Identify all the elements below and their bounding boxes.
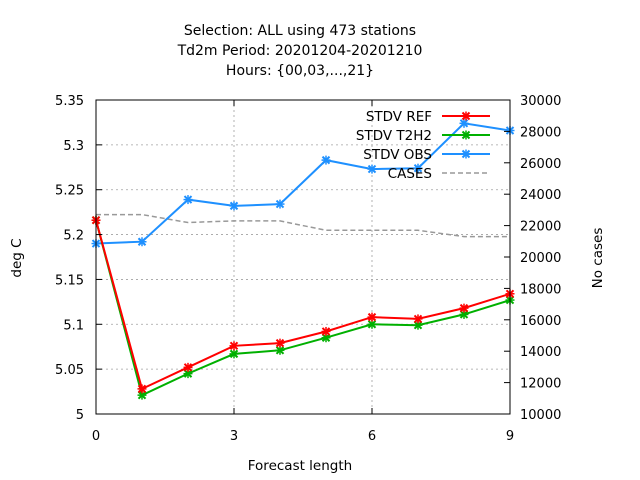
grid <box>96 100 510 414</box>
series-stdv-obs <box>91 118 515 249</box>
data-point-stdv-t2h2 <box>459 309 469 319</box>
data-point-stdv-obs <box>229 201 239 211</box>
y2-tick-label: 12000 <box>520 377 561 392</box>
data-point-stdv-obs <box>413 163 423 173</box>
x-tick-label: 0 <box>92 429 100 444</box>
legend-marker-stdv-obs <box>461 149 471 159</box>
legend-marker-stdv-t2h2 <box>461 130 471 140</box>
y2-tick-label: 14000 <box>520 345 561 360</box>
data-point-stdv-t2h2 <box>183 369 193 379</box>
y2-tick-label: 22000 <box>520 220 561 235</box>
legend-marker-stdv-ref <box>461 111 471 121</box>
tick-marks <box>95 99 511 415</box>
legend-label-stdv-t2h2: STDV T2H2 <box>356 128 432 144</box>
y2-axis-label: No cases <box>590 228 606 289</box>
data-point-stdv-ref <box>229 341 239 351</box>
y-tick-label: 5.05 <box>55 363 84 378</box>
y2-tick-label: 26000 <box>520 157 561 172</box>
legend-label-cases: CASES <box>388 166 432 182</box>
x-tick-label: 3 <box>230 429 238 444</box>
chart-title: Selection: ALL using 473 stations Td2m P… <box>177 23 423 79</box>
y-tick-label: 5.1 <box>63 318 84 333</box>
y-tick-label: 5.25 <box>55 184 84 199</box>
y2-tick-label: 28000 <box>520 125 561 140</box>
y-tick-label: 5.35 <box>55 94 84 109</box>
data-point-stdv-obs <box>183 195 193 205</box>
data-point-stdv-ref <box>275 338 285 348</box>
x-tick-label: 6 <box>368 429 376 444</box>
y2-tick-label: 10000 <box>520 408 561 423</box>
legend: STDV REF STDV T2H2 STDV OBS CASES <box>356 109 490 182</box>
series-layer <box>91 118 515 400</box>
title-line-2: Td2m Period: 20201204-20201210 <box>177 43 423 59</box>
cases-series-layer <box>96 213 510 238</box>
data-point-stdv-ref <box>367 312 377 322</box>
y2-tick-label: 30000 <box>520 94 561 109</box>
legend-label-stdv-obs: STDV OBS <box>363 147 432 163</box>
y2-tick-label: 18000 <box>520 282 561 297</box>
data-point-stdv-ref <box>183 362 193 372</box>
series-line-stdv-obs <box>95 122 511 245</box>
data-point-stdv-ref <box>137 384 147 394</box>
data-point-stdv-t2h2 <box>321 333 331 343</box>
y2-tick-label: 24000 <box>520 188 561 203</box>
x-axis-label: Forecast length <box>248 458 352 474</box>
data-point-stdv-obs <box>137 237 147 247</box>
title-line-1: Selection: ALL using 473 stations <box>184 23 416 39</box>
y-axis-label: deg C <box>9 238 25 277</box>
y2-tick-label: 20000 <box>520 251 561 266</box>
series-stdv-t2h2 <box>91 215 515 400</box>
data-point-stdv-ref <box>321 326 331 336</box>
x-tick-label: 9 <box>506 429 514 444</box>
tick-labels: 5 5.05 5.1 5.15 5.2 5.25 5.3 5.35 10000 12000 1400… <box>55 94 561 444</box>
y-tick-label: 5.3 <box>63 139 84 154</box>
data-point-stdv-ref <box>413 314 423 324</box>
title-line-3: Hours: {00,03,...,21} <box>226 63 374 79</box>
data-point-stdv-obs <box>367 164 377 174</box>
data-point-stdv-obs <box>459 118 469 128</box>
data-point-stdv-obs <box>321 155 331 165</box>
legend-label-stdv-ref: STDV REF <box>366 109 432 125</box>
data-point-stdv-t2h2 <box>275 345 285 355</box>
data-point-stdv-t2h2 <box>229 349 239 359</box>
series-line-stdv-t2h2 <box>95 219 511 397</box>
y-tick-label: 5.15 <box>55 273 84 288</box>
data-point-stdv-ref <box>459 303 469 313</box>
plot-frame <box>95 99 511 415</box>
y-tick-label: 5.2 <box>63 229 84 244</box>
series-stdv-ref <box>91 215 515 394</box>
y-tick-label: 5 <box>76 408 84 423</box>
series-line-cases <box>96 213 510 238</box>
data-point-stdv-obs <box>275 199 285 209</box>
y2-tick-label: 16000 <box>520 314 561 329</box>
series-line-stdv-ref <box>95 219 511 391</box>
